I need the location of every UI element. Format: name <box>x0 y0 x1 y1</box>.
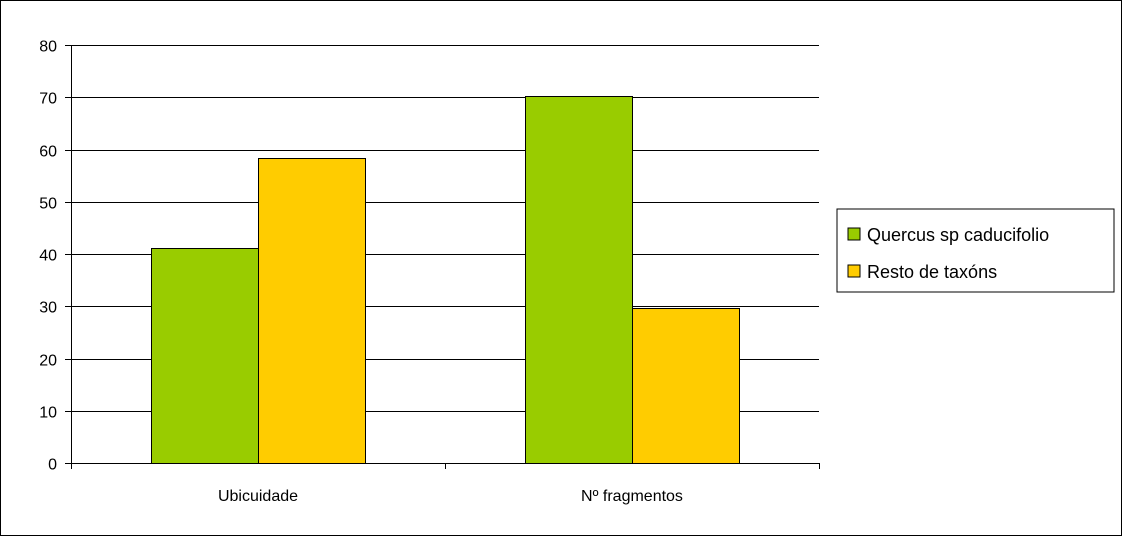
y-tick-label: 60 <box>39 144 57 161</box>
y-tick-label: 70 <box>39 91 57 108</box>
y-tick-label: 0 <box>48 457 57 474</box>
legend-label-resto: Resto de taxóns <box>867 262 997 282</box>
y-tick-label: 40 <box>39 248 57 265</box>
y-axis-ticks: 0 10 20 30 40 50 60 70 80 <box>39 39 71 474</box>
x-axis-ticks: Ubicuidade Nº fragmentos <box>71 463 820 505</box>
legend: Quercus sp caducifolio Resto de taxóns <box>836 208 1115 293</box>
bars <box>151 96 740 464</box>
bar-resto-1 <box>632 308 740 464</box>
legend-label-quercus: Quercus sp caducifolio <box>867 225 1049 245</box>
bar-resto-0 <box>258 158 366 464</box>
bar-quercus-1 <box>525 96 633 464</box>
y-tick-label: 80 <box>39 39 57 56</box>
y-tick-label: 10 <box>39 405 57 422</box>
y-tick-label: 30 <box>39 300 57 317</box>
legend-box <box>836 208 1115 293</box>
y-tick-label: 50 <box>39 196 57 213</box>
legend-swatch-resto <box>847 264 861 278</box>
legend-swatch-quercus <box>847 227 861 241</box>
bar-quercus-0 <box>151 248 259 464</box>
y-tick-label: 20 <box>39 353 57 370</box>
x-tick-label: Nº fragmentos <box>581 488 683 505</box>
x-tick-label: Ubicuidade <box>218 488 298 505</box>
